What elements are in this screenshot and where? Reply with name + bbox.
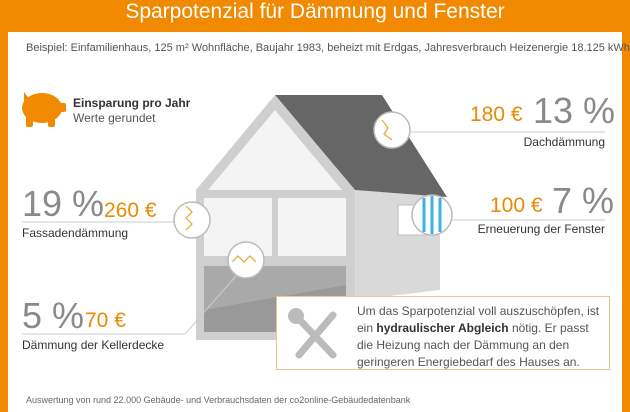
roof-label: Dachdämmung: [523, 135, 605, 149]
basement-euro: 70 €: [85, 309, 126, 332]
footer-source: Auswertung von rund 22.000 Gebäude- und …: [26, 395, 411, 405]
facade-percent: 19 %: [22, 183, 105, 224]
basement-label: Dämmung der Kellerdecke: [22, 338, 165, 352]
windows-percent: 7 %: [552, 180, 615, 221]
facade-euro: 260 €: [104, 199, 157, 222]
basement-percent: 5 %: [22, 295, 85, 336]
roof-euro: 180 €: [470, 103, 523, 126]
roof: [275, 95, 447, 197]
wrench-screwdriver-icon: [288, 308, 337, 359]
hint-text: Um das Sparpotenzial voll auszuschöpfen,…: [357, 304, 600, 369]
page-title: Sparpotenzial für Dämmung und Fenster: [125, 0, 505, 23]
subtitle: Beispiel: Einfamilienhaus, 125 m² Wohnfl…: [26, 42, 630, 54]
legend-note: Werte gerundet: [73, 111, 156, 125]
windows-label: Erneuerung der Fenster: [477, 222, 605, 236]
facade-detail-circle: [173, 201, 211, 239]
piggy-bank-icon: [22, 92, 66, 127]
facade-label: Fassadendämmung: [22, 226, 129, 240]
legend-title: Einsparung pro Jahr: [73, 96, 191, 110]
roof-percent: 13 %: [533, 90, 616, 131]
roof-detail-circle: [373, 111, 411, 149]
windows-euro: 100 €: [490, 194, 543, 217]
hint-box: Um das Sparpotenzial voll auszuschöpfen,…: [276, 296, 610, 370]
